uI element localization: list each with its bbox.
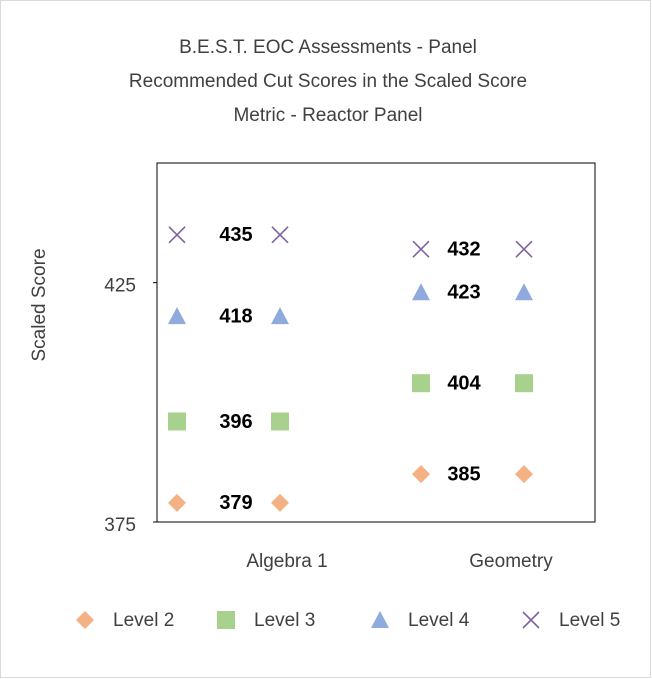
- marker: [412, 240, 430, 258]
- legend-marker: [371, 611, 389, 628]
- label-bg: [440, 279, 488, 306]
- marker: [515, 465, 533, 484]
- legend-label: Level 2: [113, 610, 174, 631]
- data-label: 432: [447, 238, 480, 260]
- legend-label: Level 3: [254, 610, 315, 631]
- data-label: 396: [219, 411, 252, 433]
- marker: [515, 374, 533, 393]
- data-label: 385: [447, 463, 480, 485]
- label-bg: [212, 408, 260, 435]
- label-bg: [440, 461, 488, 488]
- y-tick-label: 425: [104, 276, 136, 297]
- label-bg: [212, 489, 260, 516]
- data-label: 423: [447, 282, 480, 304]
- data-label: 379: [219, 492, 252, 514]
- marker: [271, 412, 289, 431]
- marker: [168, 493, 186, 512]
- marker: [168, 307, 186, 325]
- legend-label: Level 5: [559, 610, 620, 631]
- x-tick-label: Geometry: [469, 551, 553, 572]
- x-tick-label: Algebra 1: [246, 551, 327, 572]
- y-axis-title: Scaled Score: [29, 248, 50, 361]
- marker: [515, 240, 533, 258]
- marker: [412, 283, 430, 301]
- marker: [412, 465, 430, 484]
- data-label: 418: [219, 305, 252, 327]
- data-label: 404: [447, 372, 481, 394]
- data-label: 435: [219, 224, 252, 246]
- legend-label: Level 4: [408, 610, 470, 631]
- marker: [168, 412, 186, 431]
- legend-marker: [217, 611, 235, 629]
- legend-marker: [522, 611, 540, 629]
- marker: [168, 226, 186, 244]
- chart-title: Metric - Reactor Panel: [233, 105, 422, 126]
- label-bg: [440, 236, 488, 263]
- marker: [271, 493, 289, 512]
- label-bg: [440, 370, 488, 397]
- legend-marker: [76, 611, 94, 629]
- chart-title: Recommended Cut Scores in the Scaled Sco…: [129, 71, 527, 92]
- label-bg: [212, 221, 260, 248]
- marker: [412, 374, 430, 393]
- plot-area: [156, 162, 596, 523]
- marker: [271, 226, 289, 244]
- marker: [271, 307, 289, 325]
- label-bg: [212, 303, 260, 330]
- marker: [515, 283, 533, 301]
- chart-title: B.E.S.T. EOC Assessments - Panel: [179, 37, 477, 58]
- y-tick-label: 375: [104, 515, 136, 536]
